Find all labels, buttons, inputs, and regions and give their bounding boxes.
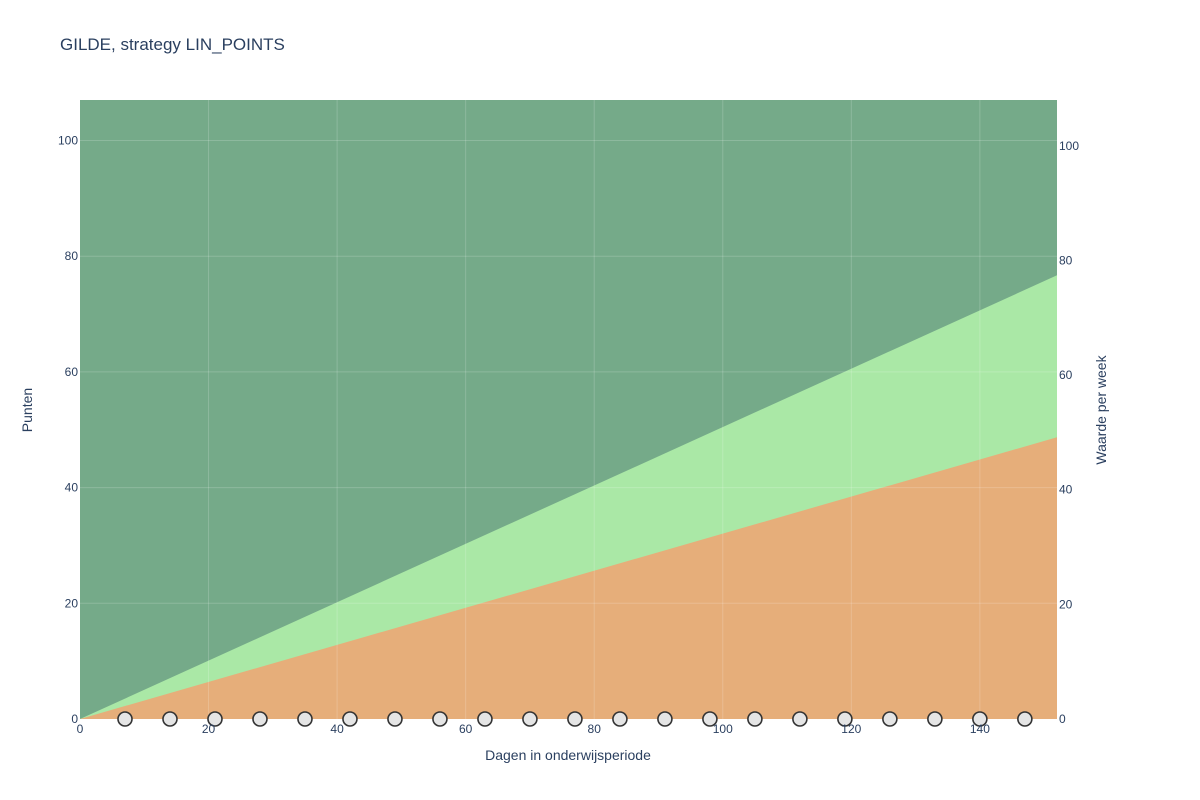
x-tick-label: 120 (841, 722, 861, 736)
y-tick-label: 80 (65, 249, 79, 263)
x-axis-ticks: 0 20 40 60 80 100 120 140 (77, 722, 991, 736)
y2-tick-label: 80 (1059, 253, 1073, 267)
y-tick-label: 40 (65, 481, 79, 495)
y2-tick-label: 20 (1059, 597, 1073, 611)
week-marker (162, 711, 178, 727)
x-tick-label: 20 (202, 722, 216, 736)
x-axis-title: Dagen in onderwijsperiode (485, 747, 651, 763)
y-tick-label: 20 (65, 596, 79, 610)
week-marker (342, 711, 358, 727)
y2-tick-label: 0 (1059, 712, 1066, 726)
week-marker (207, 711, 223, 727)
x-tick-label: 60 (459, 722, 473, 736)
y-tick-label: 0 (71, 712, 78, 726)
week-markers (117, 711, 1033, 727)
week-marker (792, 711, 808, 727)
x-tick-label: 80 (588, 722, 602, 736)
week-marker (972, 711, 988, 727)
week-marker (1017, 711, 1033, 727)
week-marker (252, 711, 268, 727)
y2-tick-label: 100 (1059, 139, 1079, 153)
area-band-3 (80, 437, 1057, 719)
week-marker (747, 711, 763, 727)
week-marker (837, 711, 853, 727)
x-tick-label: 140 (970, 722, 990, 736)
week-marker (477, 711, 493, 727)
week-marker (387, 711, 403, 727)
y-axis-title: Punten (19, 388, 35, 432)
y2-axis-title: Waarde per week (1093, 354, 1109, 464)
chart-title: GILDE, strategy LIN_POINTS (60, 35, 285, 54)
area-bands (80, 100, 1057, 719)
x-tick-label: 100 (713, 722, 733, 736)
x-tick-label: 0 (77, 722, 84, 736)
y-axis-ticks: 0 20 40 60 80 100 (58, 133, 78, 726)
y-tick-label: 100 (58, 133, 78, 147)
y-tick-label: 60 (65, 365, 79, 379)
y2-axis-ticks: 0 20 40 60 80 100 (1059, 139, 1079, 726)
week-marker (702, 711, 718, 727)
week-marker (567, 711, 583, 727)
y2-tick-label: 40 (1059, 483, 1073, 497)
week-marker (882, 711, 898, 727)
week-marker (927, 711, 943, 727)
week-marker (117, 711, 133, 727)
gridlines (80, 100, 1057, 719)
week-marker (657, 711, 673, 727)
week-marker (432, 711, 448, 727)
y2-tick-label: 60 (1059, 368, 1073, 382)
week-marker (522, 711, 538, 727)
x-tick-label: 40 (330, 722, 344, 736)
week-marker (297, 711, 313, 727)
week-marker (612, 711, 628, 727)
